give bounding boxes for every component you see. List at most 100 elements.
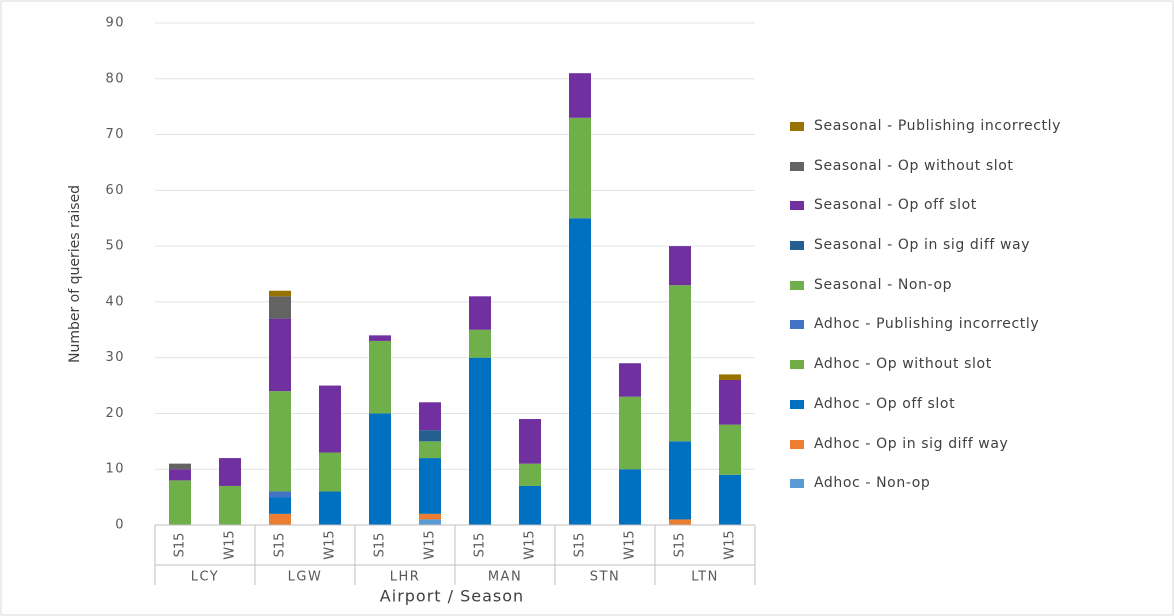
legend-swatch bbox=[790, 280, 804, 290]
bar-segment bbox=[469, 329, 491, 358]
legend-swatch bbox=[790, 241, 804, 251]
bar-segment bbox=[719, 424, 741, 475]
legend: Seasonal - Publishing incorrectly Seasona… bbox=[790, 118, 1140, 515]
x-tick-label: S15 bbox=[673, 533, 688, 558]
legend-item: Adhoc - Op off slot bbox=[790, 396, 1140, 436]
y-axis-title: Number of queries raised bbox=[67, 185, 83, 363]
bar-segment bbox=[669, 441, 691, 520]
bar-segment bbox=[419, 430, 441, 442]
y-tick-label: 80 bbox=[105, 71, 125, 86]
bar-segment bbox=[469, 357, 491, 525]
x-tick-label: W15 bbox=[323, 530, 338, 559]
bar-segment bbox=[669, 519, 691, 525]
legend-label: Seasonal - Publishing incorrectly bbox=[814, 118, 1061, 134]
legend-label: Adhoc - Op without slot bbox=[814, 356, 992, 373]
x-tick-label: W15 bbox=[423, 530, 438, 559]
legend-swatch bbox=[790, 479, 804, 489]
bar-segment bbox=[269, 318, 291, 392]
legend-swatch bbox=[790, 399, 804, 409]
bar-segment bbox=[319, 385, 341, 453]
bar-segment bbox=[369, 335, 391, 341]
legend-label: Seasonal - Non-op bbox=[814, 276, 953, 293]
bar-segment bbox=[269, 290, 291, 297]
legend-item: Seasonal - Op off slot bbox=[790, 197, 1140, 237]
bar-segment bbox=[419, 458, 441, 514]
legend-swatch bbox=[790, 360, 804, 370]
legend-item: Seasonal - Op without slot bbox=[790, 158, 1140, 198]
x-tick-label: S15 bbox=[573, 533, 588, 558]
bar-segment bbox=[269, 513, 291, 525]
bar-segment bbox=[169, 469, 191, 481]
legend-swatch bbox=[790, 439, 804, 449]
y-tick-label: 70 bbox=[105, 127, 125, 142]
y-tick-label: 30 bbox=[105, 350, 125, 365]
bar-segment bbox=[419, 519, 441, 525]
group-label: LHR bbox=[390, 570, 421, 585]
bar-segment bbox=[719, 374, 741, 380]
legend-item: Seasonal - Op in sig diff way bbox=[790, 237, 1140, 277]
y-tick-label: 60 bbox=[105, 183, 125, 198]
bar-segment bbox=[369, 340, 391, 414]
legend-item: Adhoc - Publishing incorrectly bbox=[790, 316, 1140, 356]
legend-label: Adhoc - Op in sig diff way bbox=[814, 435, 1009, 452]
legend-label: Adhoc - Op off slot bbox=[814, 395, 956, 412]
group-label: MAN bbox=[488, 570, 522, 585]
bar-segment bbox=[419, 441, 441, 459]
legend-item: Adhoc - Non-op bbox=[790, 475, 1140, 515]
legend-item: Adhoc - Op without slot bbox=[790, 356, 1140, 396]
y-tick-label: 40 bbox=[105, 294, 125, 309]
x-tick-label: W15 bbox=[223, 530, 238, 559]
legend-swatch bbox=[790, 201, 804, 211]
bar-segment bbox=[519, 463, 541, 486]
bar-segment bbox=[619, 363, 641, 397]
bar-segment bbox=[369, 413, 391, 525]
bar-segment bbox=[569, 218, 591, 525]
y-tick-label: 20 bbox=[105, 406, 125, 421]
bar-segment bbox=[319, 452, 341, 492]
bar-segment bbox=[319, 491, 341, 525]
group-label: STN bbox=[590, 570, 620, 585]
legend-item: Adhoc - Op in sig diff way bbox=[790, 436, 1140, 476]
y-tick-label: 50 bbox=[105, 239, 125, 254]
x-tick-label: S15 bbox=[273, 533, 288, 558]
y-tick-label: 0 bbox=[115, 518, 125, 533]
bar-segment bbox=[419, 402, 441, 431]
group-label: LCY bbox=[191, 570, 220, 585]
x-axis-title: Airport / Season bbox=[380, 587, 524, 606]
bar-segment bbox=[169, 480, 191, 525]
bar-segment bbox=[269, 497, 291, 514]
legend-item: Seasonal - Publishing incorrectly bbox=[790, 118, 1140, 158]
legend-label: Seasonal - Op in sig diff way bbox=[814, 237, 1031, 254]
bar-segment bbox=[269, 391, 291, 492]
bar-segment bbox=[219, 458, 241, 486]
bar-segment bbox=[619, 396, 641, 470]
group-label: LTN bbox=[691, 570, 719, 585]
x-tick-label: W15 bbox=[723, 530, 738, 559]
bar-segment bbox=[169, 463, 191, 470]
bar-segment bbox=[669, 246, 691, 286]
bar-segment bbox=[569, 117, 591, 219]
bar-segment bbox=[719, 379, 741, 425]
legend-item: Seasonal - Non-op bbox=[790, 277, 1140, 317]
legend-swatch bbox=[790, 161, 804, 171]
y-tick-label: 10 bbox=[105, 462, 125, 477]
bar-segment bbox=[519, 485, 541, 525]
bar-segment bbox=[569, 73, 591, 118]
y-tick-label: 90 bbox=[105, 16, 125, 31]
legend-label: Seasonal - Op without slot bbox=[814, 157, 1014, 174]
bar-segment bbox=[219, 485, 241, 525]
legend-swatch bbox=[790, 122, 804, 131]
x-tick-label: S15 bbox=[473, 533, 488, 558]
group-label: LGW bbox=[288, 570, 323, 585]
bar-segment bbox=[469, 296, 491, 330]
bar-segment bbox=[269, 296, 291, 319]
bar-segment bbox=[419, 513, 441, 520]
x-tick-label: W15 bbox=[623, 530, 638, 559]
bar-segment bbox=[669, 285, 691, 442]
bar-segment bbox=[619, 469, 641, 525]
x-tick-label: S15 bbox=[173, 533, 188, 558]
bar-segment bbox=[269, 491, 291, 498]
